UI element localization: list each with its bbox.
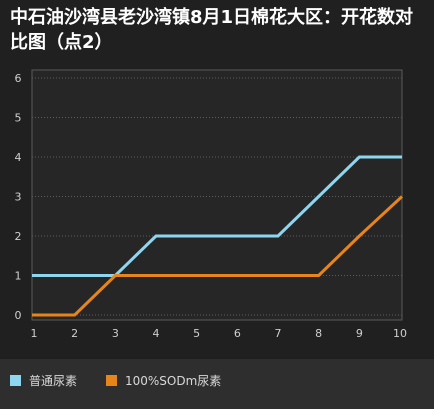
x-tick-label: 8 [315, 327, 322, 340]
chart-title: 中石油沙湾县老沙湾镇8月1日棉花大区：开花数对比图（点2） [10, 7, 414, 53]
x-tick-label: 4 [153, 327, 160, 340]
legend: 普通尿素 100%SODm尿素 [0, 359, 434, 409]
y-tick-label: 2 [15, 230, 22, 243]
x-tick-label: 3 [112, 327, 119, 340]
legend-label: 普通尿素 [29, 374, 78, 388]
legend-item: 100%SODm尿素 [106, 372, 221, 389]
legend-swatch [106, 375, 117, 386]
y-tick-label: 4 [15, 151, 22, 164]
x-tick-label: 7 [275, 327, 282, 340]
x-tick-label: 6 [234, 327, 241, 340]
legend-label: 100%SODm尿素 [125, 374, 222, 388]
y-tick-label: 3 [15, 191, 22, 204]
y-tick-label: 5 [15, 112, 22, 125]
legend-item: 普通尿素 [10, 372, 77, 389]
y-tick-label: 0 [15, 309, 22, 322]
legend-swatch [10, 375, 21, 386]
series-line-2 [32, 195, 404, 317]
x-tick-label: 9 [356, 327, 363, 340]
y-tick-label: 1 [15, 270, 22, 283]
series-line-1 [32, 155, 402, 277]
x-tick-label: 10 [393, 327, 407, 340]
x-tick-label: 1 [31, 327, 38, 340]
x-tick-label: 2 [71, 327, 78, 340]
x-tick-label: 5 [193, 327, 200, 340]
plot-area [31, 69, 403, 321]
y-tick-label: 6 [15, 72, 22, 85]
